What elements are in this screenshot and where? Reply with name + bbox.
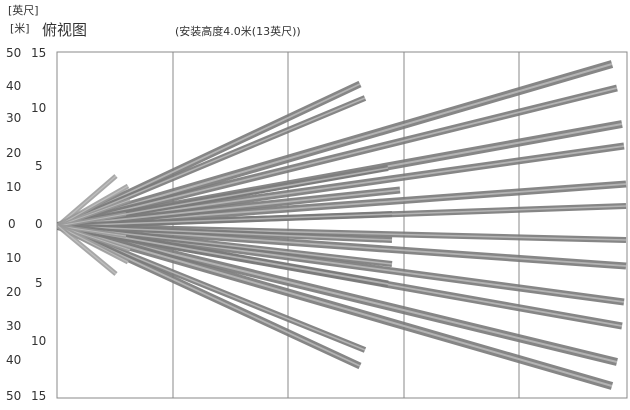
feet-tick: 30 <box>6 319 21 333</box>
beam-core-line <box>57 87 618 227</box>
beam-core-line <box>57 97 366 227</box>
diagram-subtitle: (安装高度4.0米(13英尺)) <box>175 24 301 38</box>
meter-tick: 15 <box>31 46 46 60</box>
beam-core-line <box>57 213 393 227</box>
beam-core-line <box>57 225 393 241</box>
meter-tick: 0 <box>35 217 43 231</box>
meter-tick: 5 <box>35 159 43 173</box>
unit-meter-label: [米] <box>10 22 30 35</box>
grid-border <box>56 51 628 399</box>
feet-tick: 30 <box>6 111 21 125</box>
feet-tick: 50 <box>6 46 21 60</box>
feet-axis: 50 40 30 20 10 0 10 20 30 40 50 <box>6 46 21 403</box>
diagram-title: 俯视图 <box>42 21 87 39</box>
feet-tick: 10 <box>6 180 21 194</box>
feet-tick: 50 <box>6 389 21 403</box>
beam-core-line <box>57 225 127 237</box>
meter-tick: 15 <box>31 389 46 403</box>
beam-core-line <box>57 189 401 227</box>
feet-tick: 40 <box>6 353 21 367</box>
meter-tick: 10 <box>31 334 46 348</box>
beam-core-line <box>57 225 129 263</box>
beam-core-line <box>57 199 131 227</box>
unit-feet-label: [英尺] <box>8 3 39 17</box>
detection-beams <box>56 60 627 390</box>
beam-core-line <box>57 225 613 387</box>
beam-core-line <box>57 213 127 227</box>
feet-tick: 0 <box>8 217 16 231</box>
feet-tick: 40 <box>6 79 21 93</box>
feet-tick: 10 <box>6 251 21 265</box>
beam-core-line <box>57 185 129 227</box>
beam-core-line <box>57 63 613 227</box>
meter-tick: 10 <box>31 101 46 115</box>
beam-core-line <box>57 225 618 363</box>
feet-tick: 20 <box>6 146 21 160</box>
feet-tick: 20 <box>6 285 21 299</box>
beam-core-line <box>57 225 117 275</box>
meter-tick: 5 <box>35 276 43 290</box>
meter-axis: 15 10 5 0 5 10 15 <box>31 46 46 403</box>
